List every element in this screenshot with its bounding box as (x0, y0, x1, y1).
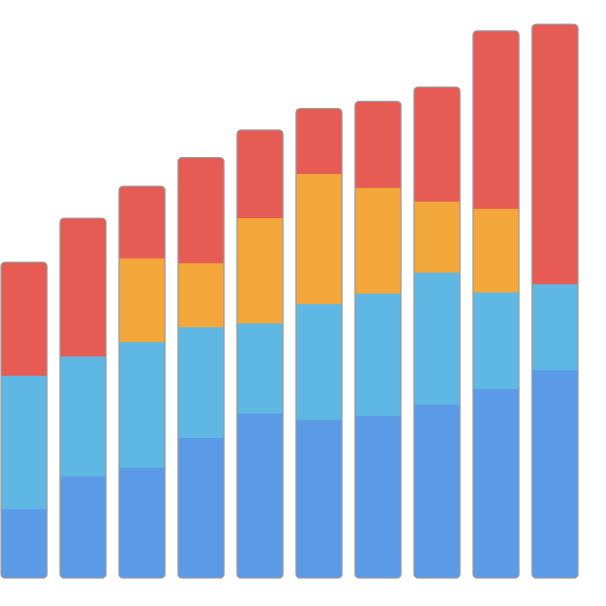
bar-outline-5 (236, 129, 284, 579)
bar-stack-6 (296, 108, 342, 578)
bar-stack-9 (473, 30, 519, 579)
bar-segment-7-series-2 (355, 293, 401, 416)
bar-segment-4-series-1 (178, 437, 224, 578)
bar-stack-2 (60, 218, 106, 579)
bar-segment-2-series-4 (60, 218, 106, 357)
bar-segment-7-series-4 (355, 101, 401, 188)
bar-stack-1 (1, 262, 47, 578)
bar-segment-1-series-1 (1, 508, 47, 578)
bar-segment-4-series-3 (178, 262, 224, 328)
bar-segment-7-series-3 (355, 187, 401, 294)
bar-outline-8 (413, 86, 461, 579)
bar-segment-7-series-1 (355, 415, 401, 578)
bar-segment-6-series-2 (296, 303, 342, 420)
bar-stack-7 (355, 101, 401, 578)
bar-stack-8 (414, 87, 460, 579)
bar-segment-4-series-4 (178, 157, 224, 264)
bar-segment-6-series-3 (296, 173, 342, 305)
bar-stack-3 (119, 186, 165, 578)
bar-segment-5-series-2 (237, 322, 283, 414)
bar-segment-8-series-4 (414, 87, 460, 202)
bar-segment-6-series-4 (296, 108, 342, 175)
bar-outline-2 (59, 217, 107, 579)
bar-segment-3-series-4 (119, 186, 165, 259)
bar-segment-8-series-1 (414, 403, 460, 579)
bar-segment-8-series-2 (414, 272, 460, 405)
bar-segment-9-series-2 (473, 292, 519, 389)
bar-segment-6-series-1 (296, 419, 342, 578)
bar-segment-3-series-2 (119, 341, 165, 468)
bar-segment-8-series-3 (414, 201, 460, 273)
bar-outline-3 (118, 185, 166, 579)
bar-outline-1 (0, 261, 48, 579)
bar-segment-2-series-2 (60, 355, 106, 477)
bar-segment-9-series-4 (473, 30, 519, 209)
bar-stack-10 (532, 24, 578, 579)
bar-segment-2-series-1 (60, 476, 106, 579)
bar-outline-6 (295, 107, 343, 579)
bar-segment-1-series-2 (1, 375, 47, 510)
bar-segment-10-series-2 (532, 283, 578, 371)
bar-outline-9 (472, 30, 520, 579)
bar-segment-9-series-3 (473, 208, 519, 293)
bar-segment-3-series-1 (119, 467, 165, 578)
bar-outline-10 (531, 23, 579, 579)
bar-segment-5-series-4 (237, 130, 283, 219)
bar-outline-7 (354, 100, 402, 579)
bar-segment-5-series-1 (237, 413, 283, 579)
bar-segment-5-series-3 (237, 217, 283, 324)
bar-stack-5 (237, 130, 283, 579)
bar-stack-4 (178, 157, 224, 578)
bar-segment-9-series-1 (473, 388, 519, 579)
bar-segment-10-series-1 (532, 369, 578, 579)
bar-segment-10-series-4 (532, 24, 578, 285)
bar-outline-4 (177, 156, 225, 579)
bar-segment-4-series-2 (178, 326, 224, 438)
bar-segment-1-series-4 (1, 262, 47, 376)
bar-segment-3-series-3 (119, 257, 165, 343)
